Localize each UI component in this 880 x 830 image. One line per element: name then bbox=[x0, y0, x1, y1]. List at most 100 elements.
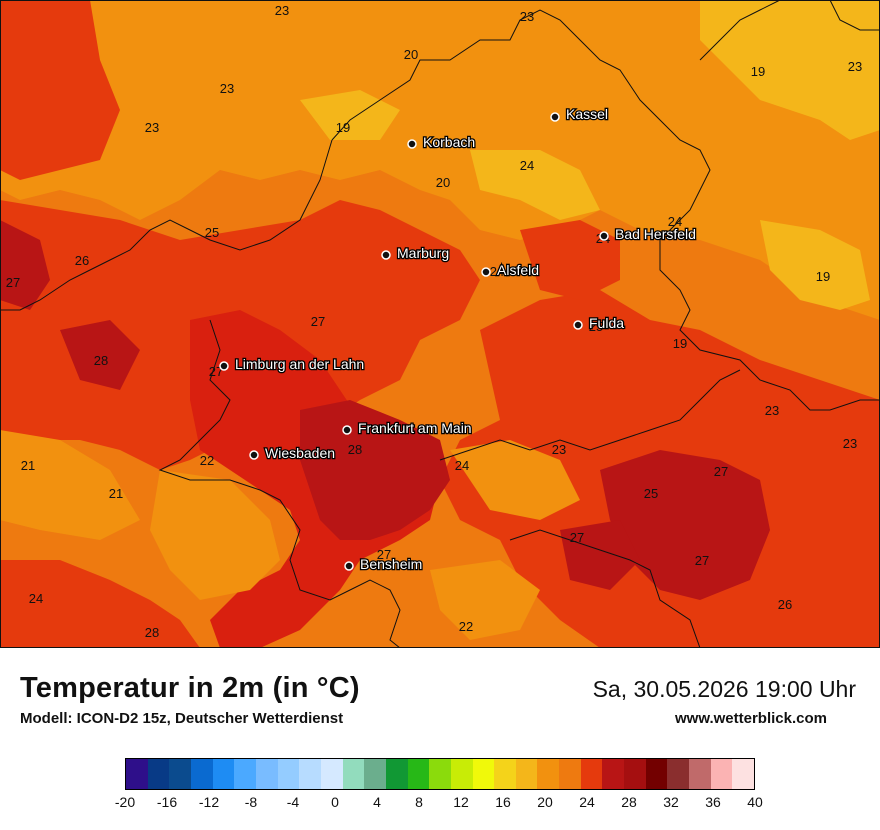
temp-region-19-21 bbox=[700, 0, 880, 140]
temp-value: 21 bbox=[109, 486, 123, 501]
temp-value: 27 bbox=[377, 547, 391, 562]
color-scale-step bbox=[234, 759, 256, 789]
city-label: Limburg an der Lahn bbox=[235, 356, 364, 372]
bavaria-border bbox=[509, 529, 701, 648]
color-scale-step bbox=[320, 759, 343, 789]
temp-value: 19 bbox=[336, 120, 350, 135]
color-scale-tick: 12 bbox=[453, 794, 469, 810]
city-limburg: Limburg an der Lahn bbox=[219, 355, 366, 373]
city-label: Bad Hersfeld bbox=[615, 226, 696, 242]
city-alsfeld: Alsfeld bbox=[481, 261, 540, 279]
color-scale-tick: 32 bbox=[663, 794, 679, 810]
city-label: Wiesbaden bbox=[265, 445, 335, 461]
temp-region-19-21 bbox=[470, 150, 600, 220]
color-scale-tick: 40 bbox=[747, 794, 763, 810]
temp-region-21-23 bbox=[450, 440, 580, 520]
hesse-border-west bbox=[0, 139, 333, 311]
temp-value: 23 bbox=[765, 403, 779, 418]
temp-region-29-31 bbox=[300, 400, 450, 540]
temp-value: 25 bbox=[589, 319, 603, 334]
temp-region-29-31 bbox=[560, 520, 640, 590]
temp-value: 27 bbox=[695, 553, 709, 568]
color-scale-tick: -8 bbox=[244, 794, 258, 810]
color-scale-step bbox=[385, 759, 408, 789]
north-border bbox=[829, 0, 880, 31]
temp-region-29-31 bbox=[0, 220, 50, 310]
temp-value: 23 bbox=[843, 436, 857, 451]
color-scale-step bbox=[602, 759, 625, 789]
city-fulda: Fulda bbox=[573, 314, 626, 332]
color-scale-tick: -20 bbox=[114, 794, 136, 810]
temp-value: 27 bbox=[311, 314, 325, 329]
color-scale-step bbox=[407, 759, 430, 789]
color-scale-step bbox=[515, 759, 538, 789]
temp-value: 25 bbox=[205, 225, 219, 240]
temp-value: 20 bbox=[436, 175, 450, 190]
temp-value: 24 bbox=[29, 591, 43, 606]
color-scale-step bbox=[624, 759, 646, 789]
temp-region-25-27 bbox=[520, 220, 620, 300]
city-marburg: Marburg bbox=[381, 244, 450, 262]
temp-region-25-27 bbox=[0, 560, 200, 648]
temp-value: 22 bbox=[200, 453, 214, 468]
temp-value: 23 bbox=[145, 120, 159, 135]
temp-value: 28 bbox=[94, 353, 108, 368]
color-scale-step bbox=[645, 759, 668, 789]
color-scale-tick: 4 bbox=[373, 794, 381, 810]
temp-region-21-23 bbox=[0, 0, 880, 320]
temp-value: 25 bbox=[644, 486, 658, 501]
temp-value: 23 bbox=[275, 3, 289, 18]
main-border bbox=[439, 369, 741, 461]
temp-region-29-31 bbox=[600, 450, 770, 600]
temp-region-19-21 bbox=[760, 220, 870, 310]
temp-value: 26 bbox=[778, 597, 792, 612]
color-scale-tick: 8 bbox=[415, 794, 423, 810]
color-scale-step bbox=[667, 759, 690, 789]
color-scale-step bbox=[212, 759, 235, 789]
website-link[interactable]: www.wetterblick.com bbox=[675, 710, 827, 727]
color-scale-tick: 28 bbox=[621, 794, 637, 810]
temp-value: 19 bbox=[673, 336, 687, 351]
state-borders bbox=[0, 0, 880, 648]
city-label: Frankfurt am Main bbox=[358, 420, 472, 436]
color-scale-step bbox=[277, 759, 300, 789]
temp-region-29-31 bbox=[60, 320, 140, 390]
temp-region-19-21 bbox=[300, 90, 400, 140]
city-label: Kassel bbox=[566, 106, 608, 122]
east-border bbox=[699, 0, 781, 61]
color-scale-step bbox=[494, 759, 516, 789]
footer: Temperatur in 2m (in °C) Modell: ICON-D2… bbox=[0, 648, 880, 830]
rhine-border bbox=[158, 319, 401, 648]
temp-value: 27 bbox=[714, 464, 728, 479]
temp-region-21-23 bbox=[150, 470, 280, 600]
map-title: Temperatur in 2m (in °C) bbox=[20, 672, 360, 704]
temp-value: 22 bbox=[459, 619, 473, 634]
color-scale-step bbox=[537, 759, 560, 789]
temp-value: 24 bbox=[455, 458, 469, 473]
color-scale-tick: 20 bbox=[537, 794, 553, 810]
temp-region-21-23 bbox=[430, 560, 540, 640]
color-scale-step bbox=[710, 759, 733, 789]
city-label: Marburg bbox=[397, 245, 449, 261]
color-scale-step bbox=[580, 759, 603, 789]
temp-value: 26 bbox=[75, 253, 89, 268]
color-scale-step bbox=[126, 759, 148, 789]
city-label: Korbach bbox=[423, 134, 475, 150]
city-bensheim: Bensheim bbox=[344, 555, 424, 573]
temp-region-21-23 bbox=[0, 430, 140, 540]
temp-value: 23 bbox=[220, 81, 234, 96]
color-scale-ticks: -20 -16 -12 -8 -4 0 4 8 12 16 20 24 28 32 36 40 bbox=[115, 794, 763, 814]
temp-region-25-27 bbox=[0, 0, 120, 180]
temp-value: 20 bbox=[404, 47, 418, 62]
city-wiesbaden: Wiesbaden bbox=[249, 444, 336, 462]
color-scale bbox=[125, 758, 755, 790]
color-scale-step bbox=[429, 759, 451, 789]
city-korbach: Korbach bbox=[407, 133, 476, 151]
color-scale-step bbox=[190, 759, 213, 789]
hesse-border bbox=[331, 9, 880, 411]
city-label: Alsfeld bbox=[497, 262, 539, 278]
temp-value: 28 bbox=[145, 625, 159, 640]
color-scale-step bbox=[732, 759, 755, 789]
temp-value: 19 bbox=[816, 269, 830, 284]
model-info: Modell: ICON-D2 15z, Deutscher Wetterdie… bbox=[20, 710, 344, 727]
